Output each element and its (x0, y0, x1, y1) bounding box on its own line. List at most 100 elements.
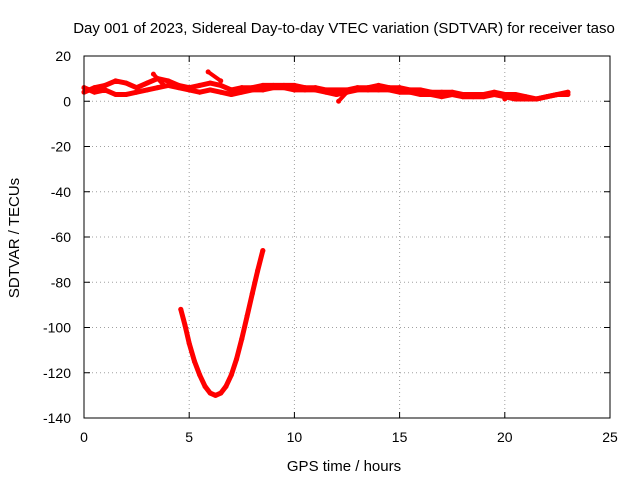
data-point (481, 94, 487, 100)
data-point (260, 87, 266, 93)
data-point (186, 340, 192, 346)
data-point (213, 392, 218, 398)
data-point (134, 85, 140, 91)
data-point (123, 91, 129, 97)
data-point (260, 82, 266, 88)
x-tick-label: 0 (80, 429, 88, 445)
data-point (336, 98, 342, 104)
data-point (144, 80, 150, 86)
data-point (376, 82, 382, 88)
data-point (512, 96, 518, 102)
data-point (470, 94, 476, 100)
data-point (197, 82, 203, 88)
x-tick-label: 20 (497, 429, 513, 445)
y-axis-label: SDTVAR / TECUs (6, 178, 23, 298)
data-point (92, 89, 98, 95)
data-point (281, 85, 287, 91)
data-point (533, 96, 539, 102)
y-tick-label: -60 (51, 229, 71, 245)
data-point (113, 78, 119, 84)
data-point (502, 96, 508, 102)
series-2 (150, 69, 516, 104)
data-point (418, 87, 424, 93)
data-point (523, 96, 529, 102)
data-point (92, 85, 98, 91)
data-point (344, 89, 350, 95)
data-point (155, 85, 161, 91)
data-point (202, 383, 208, 389)
data-point (544, 94, 550, 100)
data-point (239, 85, 245, 91)
data-point (291, 87, 297, 93)
data-point (228, 372, 234, 378)
data-point (123, 80, 129, 86)
series-layer (81, 69, 571, 398)
data-point (102, 82, 108, 88)
chart-title: Day 001 of 2023, Sidereal Day-to-day VTE… (73, 20, 615, 37)
data-point (418, 91, 424, 97)
data-point (460, 94, 466, 100)
x-axis-label: GPS time / hours (287, 458, 401, 475)
data-point (428, 91, 434, 97)
data-point (312, 87, 318, 93)
data-point (223, 383, 229, 389)
data-point (165, 78, 171, 84)
data-point (239, 336, 245, 342)
y-tick-label: -80 (51, 274, 71, 290)
y-tick-label: -120 (43, 365, 71, 381)
series-3 (178, 248, 266, 398)
x-tick-label: 15 (392, 429, 408, 445)
data-point (249, 291, 255, 297)
x-tick-label: 25 (602, 429, 618, 445)
data-point (205, 69, 211, 75)
data-point (333, 87, 339, 93)
data-point (197, 372, 203, 378)
data-point (207, 87, 213, 93)
data-point (161, 82, 167, 88)
data-point (376, 87, 382, 93)
data-point (397, 85, 403, 91)
y-tick-label: 0 (63, 93, 71, 109)
data-point (228, 91, 234, 97)
y-tick-label: -20 (51, 139, 71, 155)
data-point (291, 82, 297, 88)
data-point (191, 358, 197, 364)
data-point (186, 87, 192, 93)
data-point (365, 87, 371, 93)
data-point (249, 87, 255, 93)
data-point (439, 94, 445, 100)
data-point (218, 82, 224, 88)
data-point (255, 268, 261, 274)
data-point (144, 87, 150, 93)
series-line-segment (151, 72, 166, 88)
data-point (182, 322, 188, 328)
y-tick-label: -140 (43, 410, 71, 426)
data-point (150, 71, 156, 77)
data-point (165, 82, 171, 88)
data-point (102, 87, 108, 93)
data-point (554, 91, 560, 97)
data-point (197, 89, 203, 95)
data-point (510, 91, 516, 97)
y-tick-label: -100 (43, 320, 71, 336)
data-point (260, 248, 266, 254)
data-point (439, 89, 445, 95)
data-point (207, 80, 213, 86)
data-point (218, 89, 224, 95)
data-point (176, 85, 182, 91)
data-point (218, 390, 224, 396)
data-point (355, 87, 361, 93)
data-point (491, 91, 497, 97)
data-point (244, 313, 250, 319)
data-point (113, 91, 119, 97)
data-point (397, 89, 403, 95)
data-point (228, 87, 234, 93)
data-point (218, 78, 224, 84)
data-point (386, 87, 392, 93)
data-point (449, 91, 455, 97)
data-point (323, 89, 329, 95)
data-point (234, 356, 240, 362)
data-point (333, 91, 339, 97)
data-point (407, 89, 413, 95)
